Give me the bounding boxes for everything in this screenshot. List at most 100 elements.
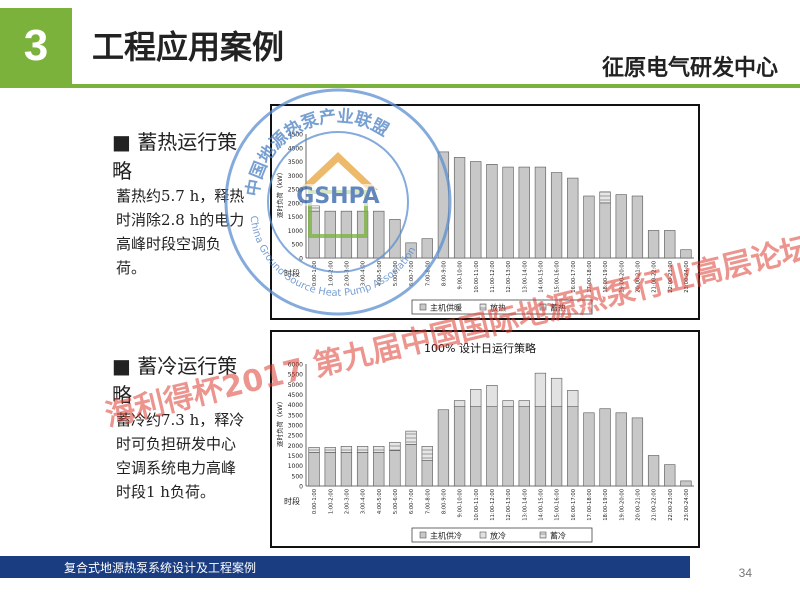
x-tick-label: 18:00-19:00 [603, 261, 609, 293]
bar-segment [470, 406, 482, 487]
legend-label: 放热 [490, 303, 506, 313]
x-tick-label: 13:00-14:00 [522, 489, 528, 521]
seal-inner-ring [267, 131, 409, 273]
bar-segment [534, 406, 547, 487]
x-tick-label: 2:00-3:00 [344, 261, 350, 286]
bar-segment [324, 447, 336, 453]
bar-segment [680, 480, 692, 487]
x-tick-label: 3:00-4:00 [361, 489, 367, 514]
x-tick-label: 14:00-15:00 [538, 261, 544, 293]
x-tick-label: 10:00-11:00 [474, 489, 480, 521]
x-tick-label: 11:00-12:00 [490, 261, 496, 293]
x-axis-label: 时段 [284, 268, 300, 278]
bar-segment [631, 417, 644, 487]
chart-legend [411, 527, 593, 543]
footer-bar: 复合式地源热泵系统设计及工程案例 [0, 556, 690, 578]
bar-segment [599, 202, 611, 259]
bar-segment [502, 406, 514, 487]
x-tick-label: 1:00-2:00 [328, 261, 334, 286]
y-tick-label: 2500 [288, 433, 303, 440]
seal-outer-ring [224, 88, 452, 316]
bar-segment [453, 406, 466, 487]
bar-segment [534, 372, 547, 408]
bar-segment [518, 400, 530, 407]
bar-segment [389, 219, 401, 259]
heat-storage-chart: 0 500 1000 1500 2000 2500 3000 3500 4000 4500 逐时负荷… [275, 132, 694, 315]
legend-label: 放冷 [490, 531, 506, 541]
organization-name: 征原电气研发中心 [601, 56, 778, 81]
bar-segment [664, 230, 676, 259]
chart-legend [411, 299, 593, 315]
x-tick-label: 8:00-9:00 [441, 261, 447, 286]
y-axis-label: 逐时负荷（kW） [275, 398, 284, 447]
header-bar [0, 0, 800, 88]
bar-segment [664, 464, 676, 487]
bar-segment [470, 161, 482, 259]
bar-segment [308, 447, 320, 453]
bar-segment [437, 409, 450, 487]
x-tick-label: 14:00-15:00 [538, 489, 544, 521]
legend-swatch [419, 531, 427, 539]
heat-strategy-description: 蓄热约5.7 h，释热时消除2.8 h的电力高峰时段空调负荷。 [116, 187, 245, 277]
legend-swatch [539, 303, 547, 311]
bar-segment [534, 166, 547, 259]
x-tick-label: 3:00-4:00 [361, 261, 367, 286]
y-tick-label: 3500 [288, 412, 303, 419]
cool-strategy-heading: ■ 蓄冷运行策略 [112, 354, 238, 407]
x-tick-label: 22:00-23:00 [668, 489, 674, 521]
x-tick-label: 12:00-13:00 [506, 489, 512, 521]
gshpa-seal-watermark: 中国地源热泵产业联盟 China Ground Source Heat Pump… [224, 88, 452, 316]
bar-segment [583, 412, 595, 487]
page-title: 工程应用案例 [92, 28, 285, 66]
x-tick-label: 5:00-6:00 [393, 261, 399, 286]
legend-label: 蓄热 [550, 303, 566, 313]
bar-segment [389, 441, 401, 451]
x-tick-label: 21:00-22:00 [652, 261, 658, 293]
y-tick-label: 1000 [288, 463, 303, 470]
x-tick-label: 16:00-17:00 [571, 261, 577, 293]
y-tick-label: 3000 [288, 423, 303, 430]
x-tick-label: 18:00-19:00 [603, 489, 609, 521]
y-tick-label: 1000 [288, 228, 303, 235]
heat-chart-panel: 0 500 1000 1500 2000 2500 3000 3500 4000 4500 逐时负荷… [270, 104, 700, 320]
x-tick-label: 4:00-5:00 [377, 261, 383, 286]
bar-segment [453, 400, 466, 407]
section-number: 3 [0, 8, 72, 84]
y-tick-label: 2000 [288, 443, 303, 450]
bar-segment [518, 406, 530, 487]
bar-segment [340, 446, 353, 453]
bar-segment [567, 406, 579, 487]
x-tick-label: 2:00-3:00 [344, 489, 350, 514]
x-tick-label: 5:00-6:00 [393, 489, 399, 514]
bar-segment [567, 390, 579, 408]
legend-label: 主机供暖 [430, 303, 462, 313]
x-tick-label: 12:00-13:00 [506, 261, 512, 293]
bar-segment [470, 389, 482, 408]
bar-segment [389, 450, 401, 487]
y-tick-label: 2000 [288, 200, 303, 207]
x-tick-label: 8:00-9:00 [441, 489, 447, 514]
x-tick-label: 15:00-16:00 [555, 261, 561, 293]
x-tick-label: 1:00-2:00 [328, 489, 334, 514]
x-tick-label: 7:00-8:00 [425, 261, 431, 286]
legend-label: 蓄冷 [550, 531, 566, 541]
bar-segment [486, 385, 498, 407]
x-tick-label: 17:00-18:00 [587, 261, 593, 293]
bar-segment [421, 238, 433, 259]
bar-segment [518, 166, 530, 259]
heat-strategy-heading: ■ 蓄热运行策略 [112, 130, 238, 183]
bar-segment [405, 444, 417, 487]
x-tick-label: 23:00-24:00 [684, 489, 690, 521]
bar-segment [373, 452, 385, 487]
bar-segment [615, 194, 627, 259]
bar-segment [405, 242, 417, 259]
cool-chart-panel: 100% 设计日运行策略 0 500 1000 1500 2000 2500 3000 3500… [270, 330, 700, 548]
legend-swatch [539, 531, 547, 539]
bar-segment [421, 460, 433, 487]
y-tick-label: 4000 [288, 145, 303, 152]
header-divider [0, 84, 800, 88]
x-tick-label: 20:00-21:00 [635, 489, 641, 521]
x-tick-label: 23:00-24:00 [684, 261, 690, 293]
x-tick-label: 6:00-7:00 [409, 261, 415, 286]
bar-segment [486, 406, 498, 487]
